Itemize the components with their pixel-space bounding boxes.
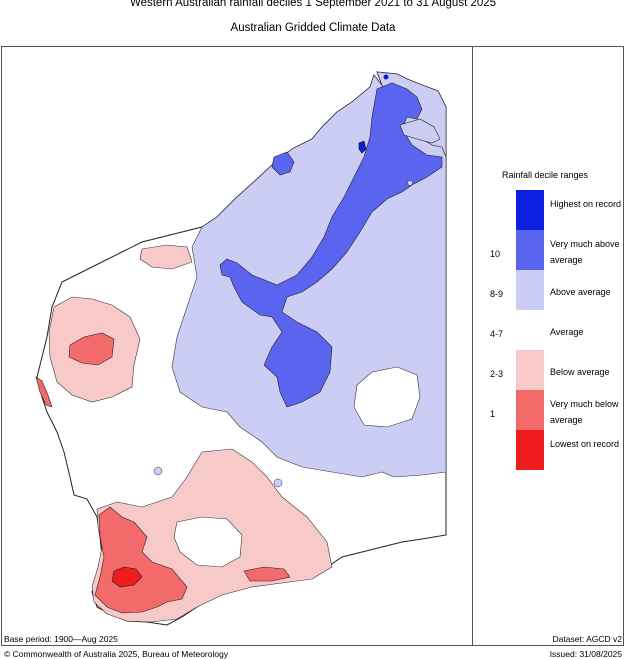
average-hole-south (173, 516, 243, 568)
legend-swatch-average (516, 310, 544, 350)
dataset-label: Dataset: AGCD v2 (552, 634, 622, 644)
legend-divider (472, 46, 473, 646)
decile-label-10: 10 (490, 249, 501, 259)
decile-label-8-9: 8-9 (490, 289, 504, 299)
above-average-dot-3 (273, 478, 283, 488)
legend-swatch-above (516, 270, 544, 310)
lowest-on-record-patch (111, 566, 143, 588)
legend-label-below: Below average (550, 367, 610, 377)
base-period: Base period: 1900—Aug 2025 (4, 634, 118, 644)
legend-label-lowest: Lowest on record (550, 439, 620, 449)
legend-swatch-very-much-above (516, 230, 544, 270)
legend-label-highest: Highest on record (550, 199, 622, 209)
map-title: Western Australian rainfall deciles 1 Se… (129, 0, 497, 9)
above-average-dot (407, 180, 413, 186)
map-frame (1, 46, 624, 646)
legend-label-above: Above average (550, 287, 611, 297)
legend-swatch-highest (516, 190, 544, 230)
legend-swatch-below (516, 350, 544, 390)
legend-title: Rainfall decile ranges (502, 170, 589, 180)
map-subtitle: Australian Gridded Climate Data (230, 22, 396, 34)
legend-swatch-lowest (516, 430, 544, 470)
below-average-north-patch (139, 244, 193, 270)
decile-label-4-7: 4-7 (490, 329, 504, 339)
above-average-dot-2 (153, 466, 163, 476)
legend-label-very-much-below: Very much below average (550, 399, 619, 425)
legend-label-very-much-above: Very much above average (550, 239, 620, 265)
very-much-below-southwest (94, 506, 188, 614)
highest-on-record-spot (358, 140, 367, 154)
average-hole-east (353, 366, 421, 428)
decile-label-1: 1 (490, 409, 496, 419)
very-much-above-island (271, 151, 295, 176)
very-much-above-region (219, 82, 443, 408)
very-much-below-coast (35, 376, 53, 408)
very-much-below-west (68, 332, 115, 366)
copyright-notice: © Commonwealth of Australia 2025, Bureau… (4, 649, 229, 659)
highest-on-record-spot-2 (383, 74, 389, 80)
legend-swatch-very-much-below (516, 390, 544, 430)
legend-label-average: Average (550, 327, 584, 337)
very-much-below-southeast (243, 566, 291, 582)
wa-rainfall-map (35, 71, 447, 626)
issued-date: Issued: 31/08/2025 (549, 649, 622, 659)
above-average-inset (399, 118, 441, 144)
decile-label-2-3: 2-3 (490, 369, 504, 379)
